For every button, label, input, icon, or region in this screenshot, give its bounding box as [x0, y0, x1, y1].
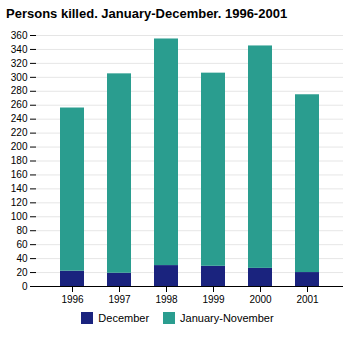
- svg-text:140: 140: [11, 183, 28, 194]
- html-text:December: December: [98, 312, 150, 324]
- svg-text:260: 260: [11, 99, 28, 110]
- svg-text:200: 200: [11, 141, 28, 152]
- svg-text:320: 320: [11, 58, 28, 69]
- svg-text:0: 0: [22, 281, 28, 292]
- svg-text:1998: 1998: [155, 294, 178, 305]
- svg-text:100: 100: [11, 211, 28, 222]
- svg-text:1997: 1997: [108, 294, 131, 305]
- svg-text:1996: 1996: [61, 294, 84, 305]
- html-text:Persons killed. January-Decemb: Persons killed. January-December. 1996-2…: [6, 6, 288, 21]
- svg-text:180: 180: [11, 155, 28, 166]
- html-text:January-November: January-November: [180, 312, 274, 324]
- svg-text:160: 160: [11, 169, 28, 180]
- svg-text:1999: 1999: [202, 294, 225, 305]
- svg-text:220: 220: [11, 127, 28, 138]
- svg-text:20: 20: [16, 267, 28, 278]
- svg-text:300: 300: [11, 72, 28, 83]
- svg-text:80: 80: [16, 225, 28, 236]
- svg-text:40: 40: [16, 253, 28, 264]
- svg-text:2001: 2001: [296, 294, 319, 305]
- svg-text:280: 280: [11, 85, 28, 96]
- svg-text:60: 60: [16, 239, 28, 250]
- svg-text:360: 360: [11, 30, 28, 41]
- svg-text:240: 240: [11, 113, 28, 124]
- svg-text:2000: 2000: [249, 294, 272, 305]
- svg-text:120: 120: [11, 197, 28, 208]
- svg-text:340: 340: [11, 44, 28, 55]
